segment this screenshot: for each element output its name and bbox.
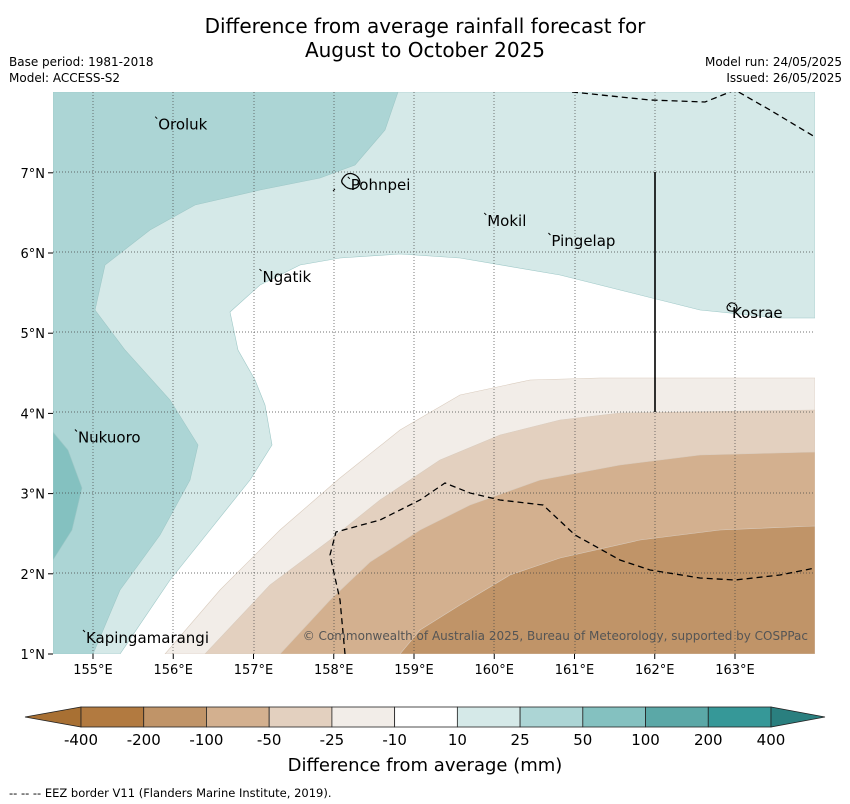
pohnpei-island-icon: [341, 172, 361, 190]
colorbar-tick-label: -400: [64, 731, 98, 749]
place-label: Kosrae: [732, 304, 783, 322]
colorbar-tick-label: 10: [448, 731, 467, 749]
lon-tick-label: 158°E: [314, 663, 354, 678]
colorbar-tick-label: 50: [573, 731, 592, 749]
place-marker: [548, 232, 551, 236]
lon-tick-label: 160°E: [474, 663, 514, 678]
colorbar-segment: [268, 706, 333, 728]
place-marker: [483, 212, 487, 216]
lat-tick-label: 6°N: [21, 247, 46, 262]
colorbar: -400 -200 -100 -50 -25 -10 10 25 50 100 200 400: [24, 706, 826, 749]
colorbar-segment: [582, 706, 646, 728]
model-name: Model: ACCESS-S2: [9, 71, 121, 85]
lon-tick-label: 161°E: [555, 663, 595, 678]
title-line-2: August to October 2025: [304, 38, 546, 62]
kosrae-island-icon: [726, 302, 738, 312]
lat-tick-label: 4°N: [21, 407, 46, 422]
place-label: Oroluk: [158, 116, 207, 134]
lon-tick-label: 159°E: [394, 663, 434, 678]
colorbar-segment: [80, 706, 145, 728]
place-label: Nukuoro: [78, 428, 141, 446]
lon-tick-label: 162°E: [635, 663, 675, 678]
colorbar-segment: [331, 706, 396, 728]
lon-tick-label: 163°E: [715, 663, 755, 678]
place-marker: [347, 176, 351, 180]
colorbar-tick-label: -100: [189, 731, 223, 749]
map-title: Difference from average rainfall forecas…: [0, 14, 850, 62]
lon-tick-label: 157°E: [234, 663, 274, 678]
longitude-axis: 155°E 156°E 157°E 158°E 159°E 160°E 161°E 162°E…: [73, 654, 755, 678]
place-label: Mokil: [487, 212, 526, 230]
colorbar-tick-label: -50: [257, 731, 282, 749]
base-period: Base period: 1981-2018: [9, 55, 154, 69]
place-label: Ngatik: [263, 268, 312, 286]
contour-minus100-minus200: [399, 525, 815, 654]
contour-10-25-north: [53, 92, 815, 654]
map-area[interactable]: Oroluk Pohnpei Mokil Pingelap Ngatik Kosrae Nu…: [53, 90, 815, 654]
place-marker: [728, 304, 732, 308]
colorbar-segment: [394, 706, 458, 728]
lat-tick-label: 3°N: [21, 488, 46, 503]
colorbar-extend-low: [24, 706, 82, 728]
model-run: Model run: 24/05/2025: [704, 55, 842, 69]
place-marker: [154, 116, 158, 120]
issued-date: Issued: 26/05/2025: [726, 71, 842, 85]
colorbar-title: Difference from average (mm): [287, 755, 563, 776]
island-marker: [332, 188, 336, 192]
colorbar-extend-high: [770, 706, 826, 728]
contour-25-50-north: [53, 92, 399, 654]
eez-footnote: -- -- -- EEZ border V11 (Flanders Marine…: [9, 786, 332, 800]
place-label: Pingelap: [551, 232, 615, 250]
lon-tick-label: 156°E: [153, 663, 193, 678]
lon-tick-label: 155°E: [73, 663, 113, 678]
colorbar-segment: [519, 706, 584, 728]
colorbar-segment: [707, 706, 772, 728]
colorbar-segment: [143, 706, 207, 728]
colorbar-tick-label: -25: [320, 731, 345, 749]
colorbar-segment: [206, 706, 270, 728]
place-marker: [82, 629, 86, 633]
latitude-axis: 1°N 2°N 3°N 4°N 5°N 6°N 7°N: [21, 167, 53, 663]
lat-tick-label: 5°N: [21, 327, 46, 342]
place-marker: [74, 429, 78, 432]
title-line-1: Difference from average rainfall forecas…: [204, 14, 646, 38]
meta-left: Base period: 1981-2018 Model: ACCESS-S2: [9, 54, 154, 86]
lat-tick-label: 1°N: [21, 648, 46, 663]
lat-tick-label: 2°N: [21, 568, 46, 583]
place-label: Pohnpei: [351, 176, 411, 194]
meta-right: Model run: 24/05/2025 Issued: 26/05/2025: [705, 54, 842, 86]
colorbar-tick-label: -200: [127, 731, 161, 749]
place-label: Kapingamarangi: [86, 629, 209, 647]
place-labels: Oroluk Pohnpei Mokil Pingelap Ngatik Kosrae Nu…: [74, 116, 783, 647]
contour-50-100-west: [53, 431, 83, 561]
eez-borders: [329, 92, 815, 654]
colorbar-tick-label: -10: [382, 731, 407, 749]
copyright-notice: © Commonwealth of Australia 2025, Bureau…: [303, 629, 808, 643]
colorbar-segment: [456, 706, 521, 728]
colorbar-segment: [645, 706, 709, 728]
colorbar-tick-label: 200: [694, 731, 723, 749]
colorbar-tick-label: 25: [511, 731, 530, 749]
lat-tick-label: 7°N: [21, 167, 46, 182]
place-marker: [259, 268, 262, 272]
colorbar-tick-label: 400: [757, 731, 786, 749]
colorbar-tick-label: 100: [631, 731, 660, 749]
